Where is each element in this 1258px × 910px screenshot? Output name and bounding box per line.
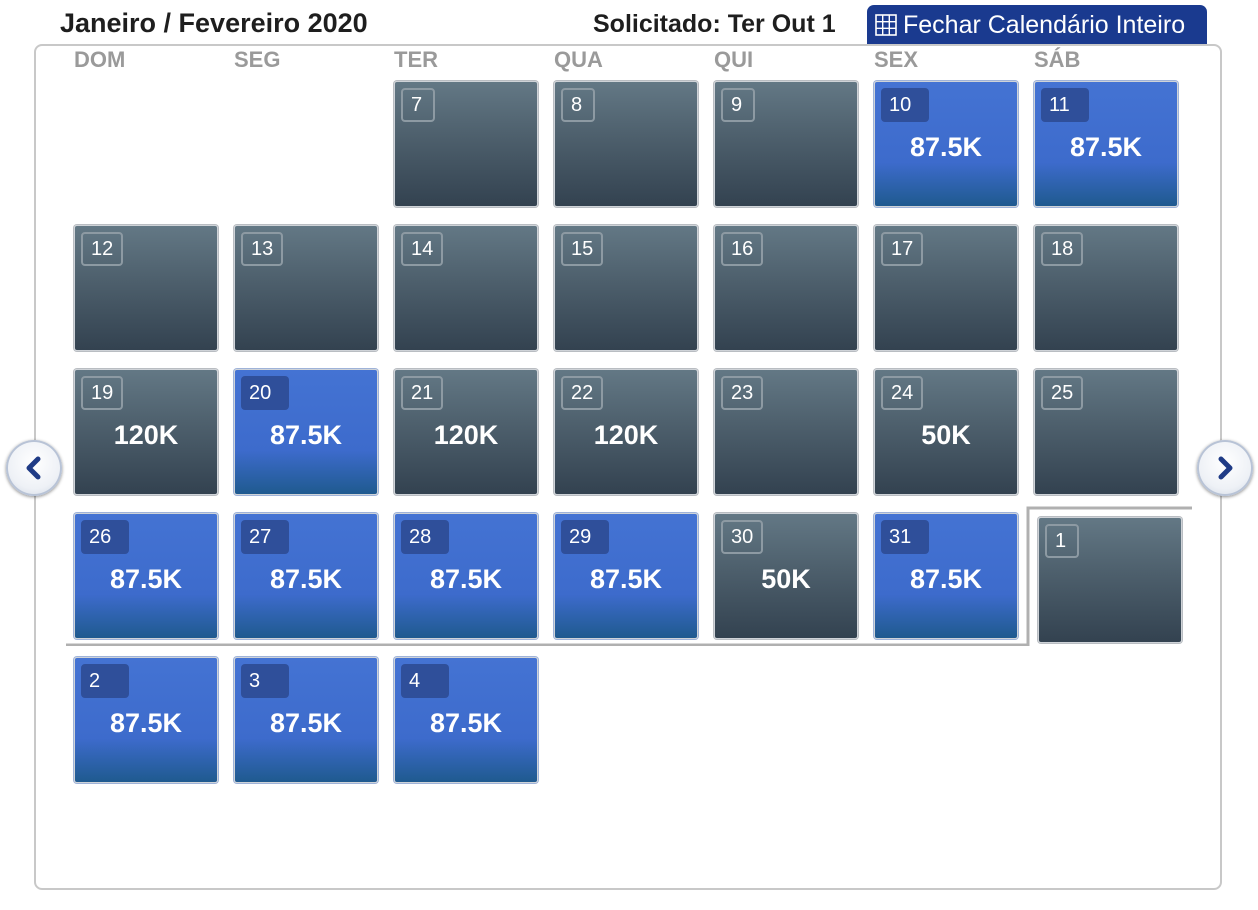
day-price: 87.5K xyxy=(109,708,183,738)
day-number: 7 xyxy=(401,88,435,122)
day-price: 120K xyxy=(433,420,499,450)
day-number: 13 xyxy=(241,232,284,266)
calendar-day-cell[interactable]: 22 120K xyxy=(554,369,698,495)
day-number: 2 xyxy=(81,664,129,698)
day-number: 26 xyxy=(81,520,129,554)
day-price: 87.5K xyxy=(909,132,983,162)
calendar-day-cell[interactable]: 10 87.5K xyxy=(874,81,1018,207)
calendar-day-cell[interactable]: 1 xyxy=(1038,517,1182,643)
chevron-right-icon xyxy=(1218,456,1233,480)
day-number: 27 xyxy=(241,520,289,554)
calendar-day-cell[interactable]: 26 87.5K xyxy=(74,513,218,639)
day-number: 1 xyxy=(1045,524,1079,558)
chevron-left-icon xyxy=(26,456,41,480)
day-price: 87.5K xyxy=(1069,132,1143,162)
calendar-day-cell[interactable]: 18 xyxy=(1034,225,1178,351)
calendar-day-cell[interactable]: 28 87.5K xyxy=(394,513,538,639)
calendar-grid-icon xyxy=(875,14,897,36)
day-number: 23 xyxy=(721,376,764,410)
day-price: 50K xyxy=(921,420,971,450)
day-price: 87.5K xyxy=(589,564,663,594)
day-price: 87.5K xyxy=(429,564,503,594)
day-number: 10 xyxy=(881,88,929,122)
calendar-day-cell[interactable]: 29 87.5K xyxy=(554,513,698,639)
calendar-day-cell[interactable]: 8 xyxy=(554,81,698,207)
calendar-day-cell[interactable]: 25 xyxy=(1034,369,1178,495)
calendar-day-cell[interactable]: 11 87.5K xyxy=(1034,81,1178,207)
day-number: 30 xyxy=(721,520,764,554)
calendar-day-cell[interactable]: 23 xyxy=(714,369,858,495)
day-price: 87.5K xyxy=(269,564,343,594)
day-number: 28 xyxy=(401,520,449,554)
day-price: 87.5K xyxy=(269,708,343,738)
calendar-day-cell[interactable]: 17 xyxy=(874,225,1018,351)
calendar-day-cell[interactable]: 15 xyxy=(554,225,698,351)
close-full-calendar-button[interactable]: Fechar Calendário Inteiro xyxy=(867,5,1207,45)
weekday-wed: QUA xyxy=(554,47,603,72)
day-number: 9 xyxy=(721,88,755,122)
day-number: 20 xyxy=(241,376,289,410)
day-number: 29 xyxy=(561,520,609,554)
calendar-day-cell[interactable]: 31 87.5K xyxy=(874,513,1018,639)
day-number: 21 xyxy=(401,376,444,410)
calendar-day-cell[interactable]: 30 50K xyxy=(714,513,858,639)
day-number: 12 xyxy=(81,232,124,266)
calendar-day-cell[interactable]: 9 xyxy=(714,81,858,207)
day-number: 17 xyxy=(881,232,924,266)
day-price: 87.5K xyxy=(429,708,503,738)
day-number: 22 xyxy=(561,376,604,410)
calendar-day-cell[interactable]: 13 xyxy=(234,225,378,351)
calendar-day-cell[interactable]: 3 87.5K xyxy=(234,657,378,783)
calendar-day-cell[interactable]: 7 xyxy=(394,81,538,207)
day-number: 19 xyxy=(81,376,124,410)
day-price: 120K xyxy=(593,420,659,450)
day-number: 11 xyxy=(1041,88,1089,122)
day-number: 8 xyxy=(561,88,595,122)
day-price: 120K xyxy=(113,420,179,450)
weekday-sun: DOM xyxy=(74,47,126,72)
calendar-day-cell[interactable]: 27 87.5K xyxy=(234,513,378,639)
calendar-day-cell[interactable]: 14 xyxy=(394,225,538,351)
calendar-day-cell[interactable]: 4 87.5K xyxy=(394,657,538,783)
day-number: 16 xyxy=(721,232,764,266)
calendar-day-cell[interactable]: 21 120K xyxy=(394,369,538,495)
day-number: 24 xyxy=(881,376,924,410)
weekday-fri: SEX xyxy=(874,47,919,72)
weekday-sat: SÁB xyxy=(1034,47,1081,72)
day-price: 50K xyxy=(761,564,811,594)
close-full-calendar-label: Fechar Calendário Inteiro xyxy=(903,10,1186,39)
day-number: 4 xyxy=(401,664,449,698)
calendar-day-cell[interactable]: 2 87.5K xyxy=(74,657,218,783)
day-number: 31 xyxy=(881,520,929,554)
calendar-day-cell[interactable]: 20 87.5K xyxy=(234,369,378,495)
day-number: 25 xyxy=(1041,376,1084,410)
calendar-day-cell[interactable]: 24 50K xyxy=(874,369,1018,495)
day-number: 3 xyxy=(241,664,289,698)
calendar-title: Janeiro / Fevereiro 2020 xyxy=(60,8,368,38)
day-price: 87.5K xyxy=(909,564,983,594)
calendar-day-cell[interactable]: 12 xyxy=(74,225,218,351)
calendar-day-cell[interactable]: 16 xyxy=(714,225,858,351)
weekday-thu: QUI xyxy=(714,47,754,72)
next-month-button[interactable] xyxy=(1197,440,1253,496)
weekday-mon: SEG xyxy=(234,47,281,72)
day-number: 15 xyxy=(561,232,604,266)
requested-date: Solicitado: Ter Out 1 xyxy=(593,10,836,38)
day-number: 18 xyxy=(1041,232,1084,266)
day-price: 87.5K xyxy=(269,420,343,450)
previous-month-button[interactable] xyxy=(6,440,62,496)
day-number: 14 xyxy=(401,232,444,266)
calendar-day-cell[interactable]: 19 120K xyxy=(74,369,218,495)
weekday-tue: TER xyxy=(394,47,438,72)
day-price: 87.5K xyxy=(109,564,183,594)
